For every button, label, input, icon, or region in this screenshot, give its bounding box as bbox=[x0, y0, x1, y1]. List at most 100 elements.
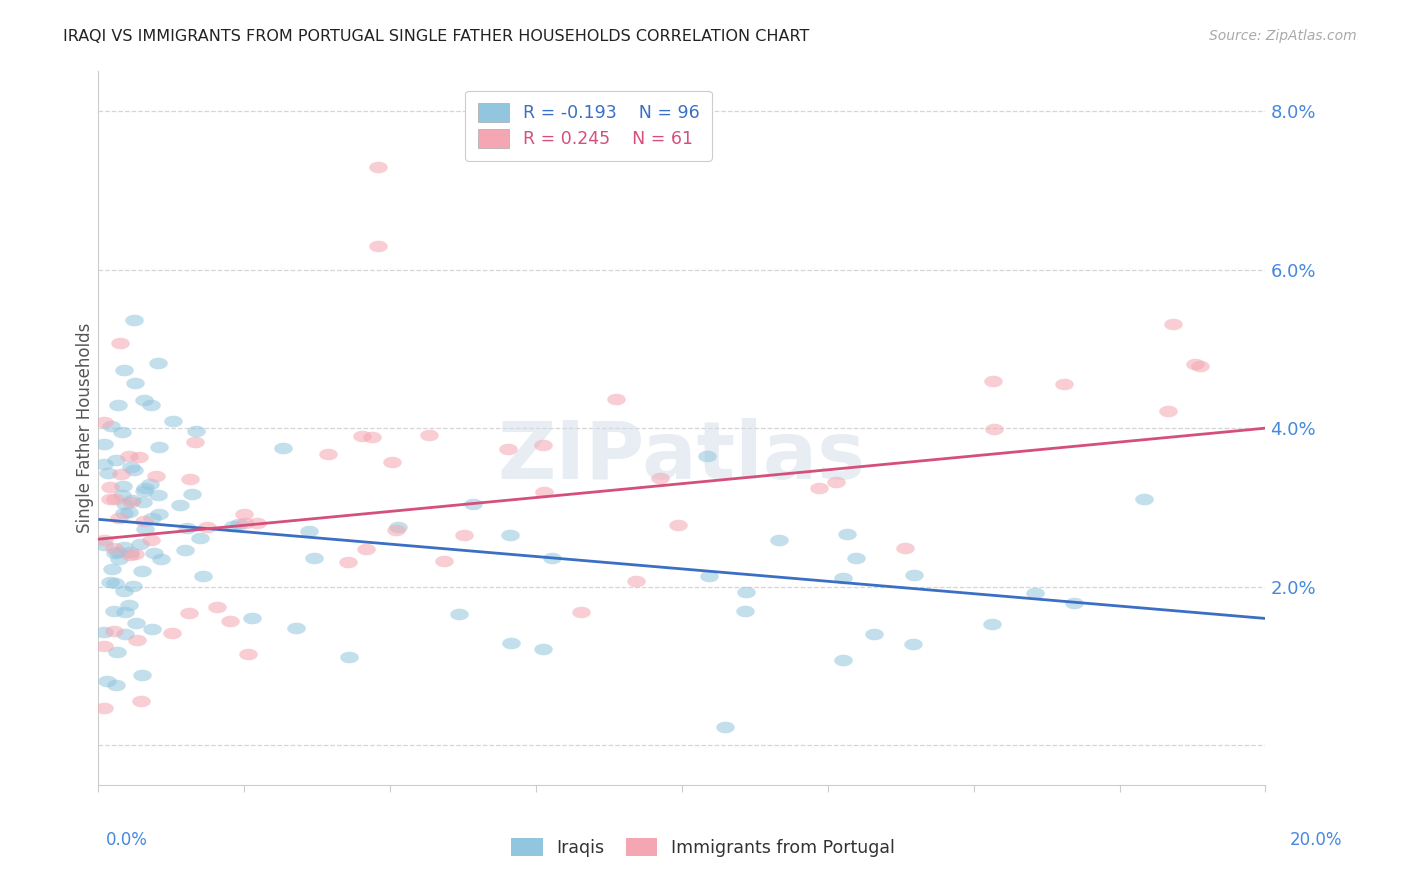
Point bbox=[453, 527, 475, 541]
Point bbox=[129, 694, 152, 708]
Point bbox=[114, 605, 136, 619]
Point bbox=[605, 392, 627, 406]
Point bbox=[461, 497, 484, 511]
Point bbox=[134, 481, 156, 495]
Text: Source: ZipAtlas.com: Source: ZipAtlas.com bbox=[1209, 29, 1357, 43]
Point bbox=[148, 508, 170, 522]
Point bbox=[449, 607, 471, 621]
Point bbox=[246, 516, 269, 531]
Point bbox=[134, 523, 156, 537]
Point bbox=[387, 520, 409, 534]
Point bbox=[501, 636, 523, 650]
Point bbox=[112, 479, 135, 493]
Point bbox=[122, 463, 145, 477]
Point bbox=[894, 541, 917, 555]
Point bbox=[845, 551, 868, 566]
Point bbox=[496, 442, 519, 456]
Point bbox=[141, 622, 163, 636]
Point bbox=[191, 569, 214, 583]
Point bbox=[222, 518, 245, 533]
Point bbox=[131, 564, 153, 578]
Point bbox=[219, 614, 242, 628]
Point bbox=[131, 668, 153, 682]
Point bbox=[271, 442, 294, 456]
Point bbox=[124, 547, 146, 561]
Point bbox=[240, 610, 263, 624]
Point bbox=[145, 468, 167, 483]
Point bbox=[1188, 359, 1211, 373]
Text: 20.0%: 20.0% bbox=[1291, 831, 1343, 849]
Point bbox=[205, 600, 228, 615]
Point bbox=[983, 375, 1005, 389]
Point bbox=[236, 648, 259, 662]
Point bbox=[533, 484, 555, 499]
Point bbox=[93, 624, 115, 639]
Point bbox=[124, 376, 146, 391]
Point bbox=[105, 453, 128, 467]
Point bbox=[125, 633, 148, 648]
Y-axis label: Single Father Households: Single Father Households bbox=[76, 323, 94, 533]
Point bbox=[121, 579, 143, 593]
Point bbox=[666, 517, 689, 532]
Point bbox=[367, 239, 389, 253]
Point bbox=[101, 562, 124, 576]
Point bbox=[104, 576, 127, 591]
Point bbox=[531, 642, 554, 657]
Point bbox=[162, 414, 184, 428]
Point bbox=[169, 498, 191, 512]
Point bbox=[93, 639, 115, 653]
Point bbox=[110, 336, 132, 351]
Point bbox=[385, 523, 408, 537]
Point bbox=[354, 542, 377, 557]
Point bbox=[120, 459, 142, 474]
Point bbox=[112, 541, 135, 555]
Point bbox=[143, 546, 166, 560]
Point bbox=[304, 550, 326, 565]
Point bbox=[132, 514, 155, 528]
Point bbox=[697, 568, 720, 582]
Text: ZIPatlas: ZIPatlas bbox=[498, 417, 866, 496]
Point bbox=[1024, 585, 1046, 599]
Point bbox=[111, 425, 134, 439]
Point bbox=[176, 521, 198, 535]
Point bbox=[713, 721, 735, 735]
Point bbox=[233, 516, 256, 531]
Point bbox=[197, 520, 219, 534]
Point bbox=[146, 356, 169, 370]
Point bbox=[93, 538, 115, 552]
Point bbox=[148, 488, 170, 502]
Point bbox=[93, 533, 115, 547]
Point bbox=[825, 475, 848, 489]
Point bbox=[104, 678, 127, 692]
Point bbox=[807, 481, 830, 495]
Point bbox=[181, 487, 204, 501]
Point bbox=[149, 552, 172, 566]
Point bbox=[624, 574, 647, 588]
Point bbox=[499, 528, 522, 542]
Point bbox=[734, 605, 756, 619]
Point bbox=[112, 506, 135, 520]
Legend: R = -0.193    N = 96, R = 0.245    N = 61: R = -0.193 N = 96, R = 0.245 N = 61 bbox=[465, 91, 711, 161]
Point bbox=[118, 505, 141, 519]
Point bbox=[232, 507, 254, 521]
Point bbox=[108, 511, 131, 525]
Point bbox=[111, 488, 134, 502]
Point bbox=[179, 471, 201, 485]
Point bbox=[93, 701, 115, 715]
Point bbox=[100, 418, 122, 433]
Point bbox=[903, 568, 925, 582]
Point bbox=[433, 554, 456, 568]
Point bbox=[1184, 358, 1206, 372]
Point bbox=[569, 606, 592, 620]
Point bbox=[184, 425, 207, 439]
Point bbox=[118, 598, 141, 612]
Point bbox=[103, 541, 125, 555]
Point bbox=[318, 447, 340, 461]
Point bbox=[103, 492, 125, 507]
Point bbox=[103, 624, 125, 638]
Point bbox=[735, 585, 758, 599]
Point bbox=[100, 575, 122, 590]
Point bbox=[128, 450, 150, 464]
Point bbox=[125, 615, 148, 630]
Point bbox=[381, 455, 404, 469]
